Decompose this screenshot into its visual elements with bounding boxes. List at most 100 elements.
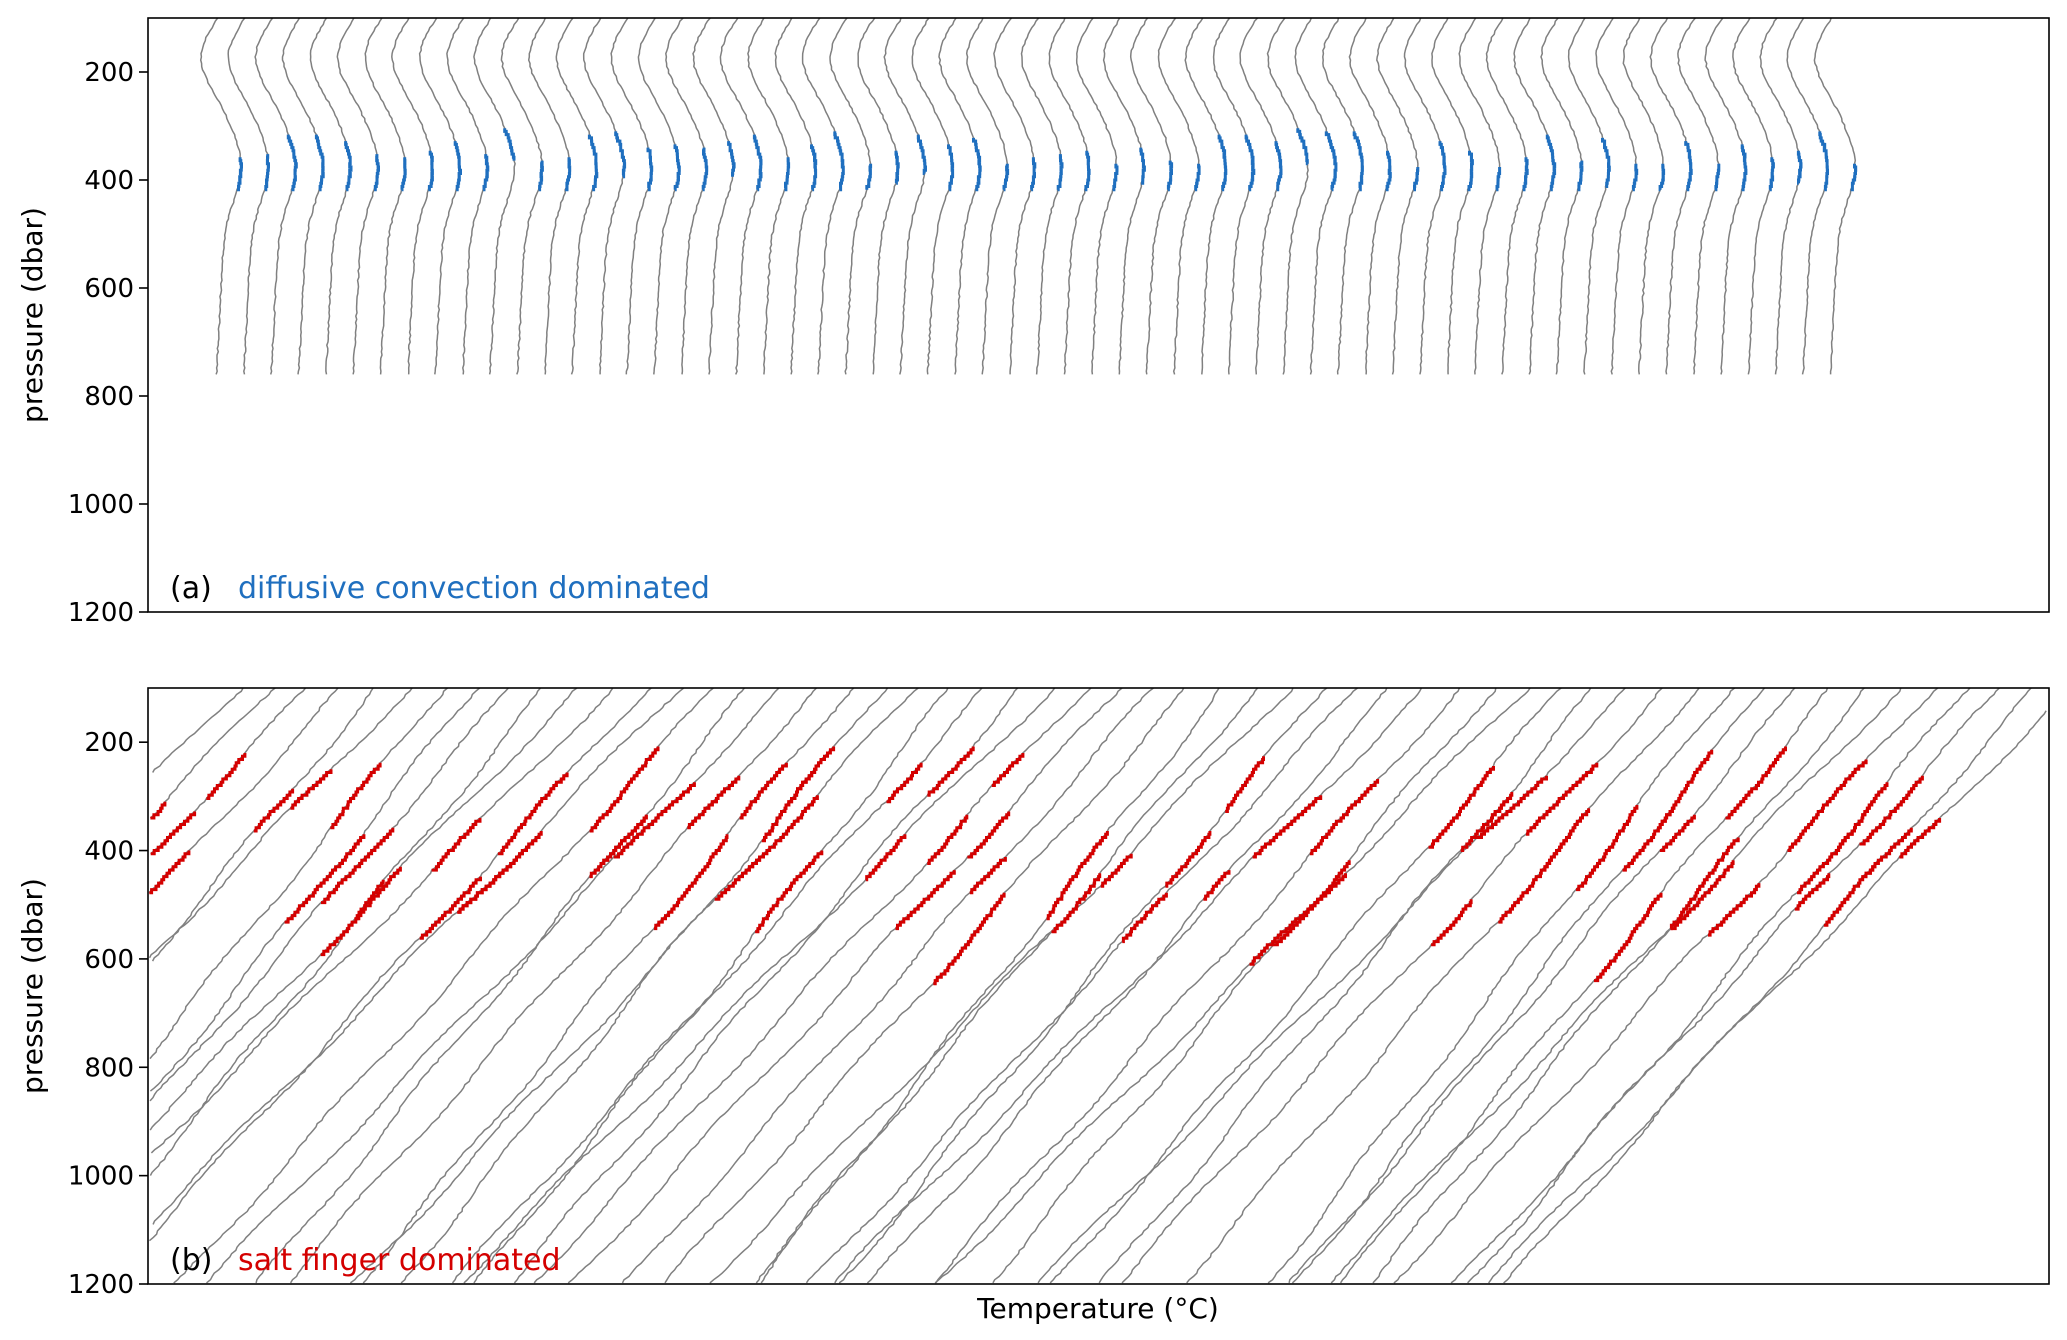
profile-line: [1467, 687, 1971, 1284]
profile-line: [665, 17, 708, 375]
profile-line: [281, 17, 324, 375]
profile-line: [805, 687, 1359, 1284]
y-tick-label: 200: [84, 58, 134, 88]
profile-line: [883, 17, 927, 375]
profile-line: [1372, 687, 1865, 1284]
profile-line: [1121, 687, 1663, 1284]
staircase-segment: [1084, 150, 1091, 192]
y-tick-label: 1000: [68, 1162, 134, 1192]
profile-line: [150, 687, 614, 1154]
staircase-segment: [886, 762, 923, 804]
profile-line: [755, 687, 1259, 1284]
staircase-segment: [1823, 860, 1880, 927]
profile-line: [747, 17, 790, 375]
staircase-segment: [1794, 873, 1831, 911]
staircase-segment: [646, 147, 654, 192]
profile-line: [1288, 687, 1796, 1284]
profile-line: [911, 17, 954, 375]
profile-line: [364, 17, 406, 375]
profile-line: [1157, 17, 1200, 375]
profile-line: [199, 17, 243, 375]
profile-line: [1294, 17, 1337, 375]
profile-line: [1431, 17, 1474, 375]
staircase-segment: [927, 746, 975, 797]
staircase-segment: [969, 857, 1007, 895]
profile-line: [206, 687, 780, 1284]
staircase-segment: [253, 788, 295, 833]
staircase-segment: [330, 762, 382, 830]
staircase-segment: [947, 144, 955, 192]
profile-line: [1488, 710, 2047, 1284]
profile-line: [664, 687, 1185, 1284]
profile-line: [255, 687, 745, 1284]
profile-line: [1649, 17, 1692, 375]
profile-line: [774, 17, 817, 375]
profile-line: [610, 17, 653, 375]
staircase-segment: [1225, 756, 1265, 813]
staircase-segment: [1030, 157, 1037, 192]
staircase-segment: [704, 775, 741, 810]
staircase-segment: [1460, 801, 1506, 852]
profile-line: [1622, 17, 1665, 375]
profile-line: [254, 17, 298, 375]
staircase-segment: [714, 853, 765, 901]
profile-line: [513, 687, 1019, 1284]
staircase-segment: [1002, 163, 1010, 192]
staircase-segment: [457, 840, 535, 914]
profile-line: [992, 687, 1497, 1284]
y-tick-label: 1200: [68, 1270, 134, 1300]
profile-line: [993, 17, 1036, 375]
profile-line: [1595, 17, 1638, 375]
profile-line: [709, 687, 1294, 1284]
profile-line: [834, 687, 1423, 1284]
profile-line: [451, 687, 983, 1284]
staircase-segment: [810, 144, 818, 192]
staircase-segment: [1796, 150, 1803, 185]
staircase-segment: [613, 782, 696, 859]
staircase-segment: [1725, 746, 1787, 820]
profile-line: [1266, 17, 1309, 375]
staircase-segment: [755, 850, 824, 934]
y-tick-label: 1200: [68, 598, 134, 628]
staircase-segment: [601, 814, 648, 865]
staircase-segment: [1385, 150, 1392, 192]
staircase-segment: [538, 160, 544, 192]
staircase-segment: [1467, 150, 1474, 192]
staircase-segment: [673, 144, 681, 192]
profile-line: [1037, 687, 1626, 1284]
y-tick-label: 600: [84, 274, 134, 304]
staircase-segment: [1594, 892, 1663, 983]
profile-line: [473, 687, 949, 1284]
staircase-segment: [764, 746, 836, 839]
profile-line: [1239, 17, 1282, 375]
profile-line: [149, 687, 448, 1060]
staircase-segment: [865, 834, 907, 882]
profile-line: [1567, 17, 1611, 375]
staircase-segment: [1818, 131, 1829, 192]
staircase-segment: [1669, 837, 1740, 931]
profile-line: [400, 687, 889, 1284]
staircase-segment: [1244, 134, 1256, 192]
staircase-segment: [503, 128, 516, 161]
panel-b-salt-finger: 200 400 600 800 1000 1200 pressure (dbar) (b)…: [16, 687, 2050, 1325]
staircase-segment: [727, 141, 736, 177]
staircase-segment: [150, 801, 167, 820]
staircase-segment: [739, 762, 788, 820]
profile-line: [149, 687, 276, 819]
staircase-segment: [1477, 775, 1548, 839]
profile-line: [1403, 17, 1446, 375]
profile-line: [1129, 17, 1173, 375]
staircase-segment: [1296, 128, 1309, 166]
staircase-segment: [1428, 766, 1495, 849]
profile-line: [1759, 17, 1802, 375]
staircase-segment: [614, 131, 627, 179]
profile-line: [621, 687, 1154, 1284]
y-tick-label: 800: [84, 1053, 134, 1083]
staircase-segment: [286, 134, 298, 192]
staircase-segment: [1166, 160, 1174, 192]
staircase-segment: [1495, 167, 1502, 192]
profile-line: [567, 687, 1123, 1284]
staircase-segment: [1545, 134, 1557, 192]
panel-b-description: salt finger dominated: [238, 1243, 561, 1278]
profile-line: [148, 687, 413, 959]
